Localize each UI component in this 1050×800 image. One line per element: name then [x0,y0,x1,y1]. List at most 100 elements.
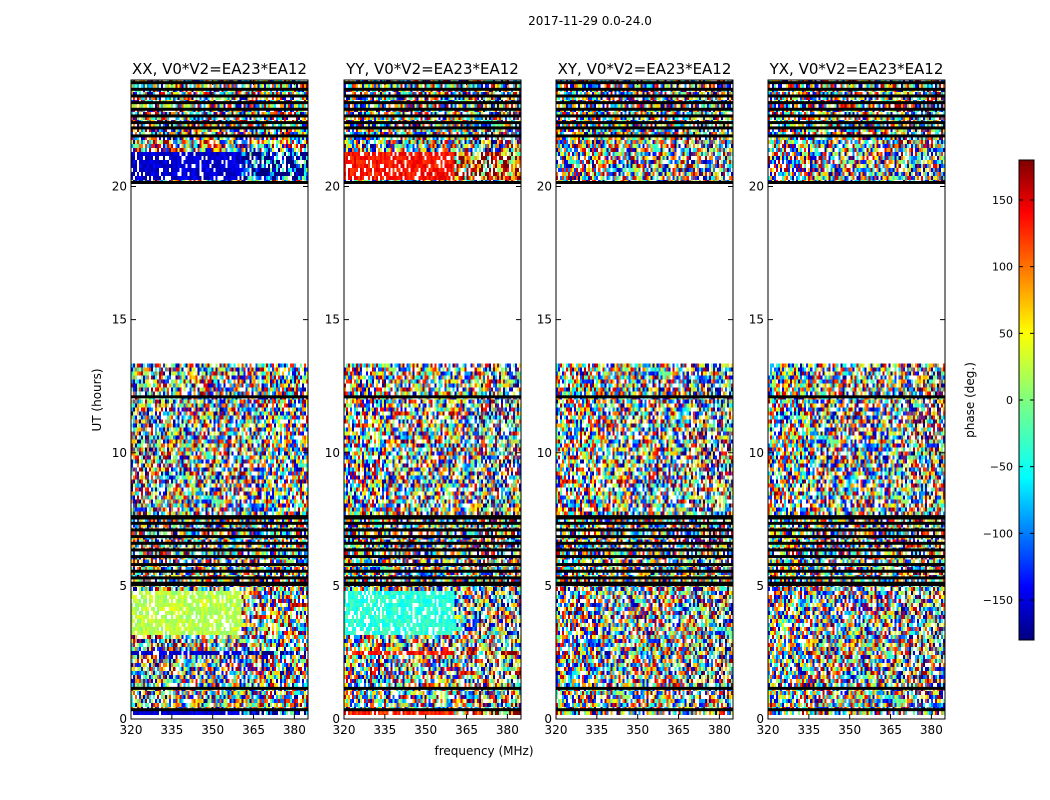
y-tick-label: 0 [544,712,552,726]
flagged-row [344,114,521,118]
flagged-row [131,134,308,138]
flagged-row [131,548,308,552]
flagged-row [131,581,308,585]
flagged-row [556,126,733,130]
flagged-row [131,87,308,91]
y-tick-label: 10 [325,446,340,460]
flagged-row [344,569,521,573]
x-tick-label: 350 [201,723,224,737]
axis-labels: UT (hours) frequency (MHz) [90,368,534,758]
colorbar: 150 100 50 0 −50 −100 −150 phase (deg.) [963,159,1035,641]
panel-title: XY, V0*V2=EA23*EA12 [558,60,732,78]
heatmap-panel: YX, V0*V2=EA23*EA12 320 335 350 365 380 0 5 10 15… [749,60,946,737]
colorbar-tick-label: 50 [999,327,1013,340]
x-tick-label: 320 [545,723,568,737]
flagged-row [556,181,733,185]
flagged-row [131,528,308,532]
x-tick-label: 320 [333,723,356,737]
flagged-row [556,541,733,545]
flagged-row [131,81,308,85]
flagged-row [344,581,521,585]
flagged-row [344,555,521,559]
figure-suptitle: 2017-11-29 0.0-24.0 [528,14,652,28]
heatmap-panel: XY, V0*V2=EA23*EA12 320 335 350 365 380 0 5 10 15… [537,60,734,737]
y-tick-label: 10 [749,446,764,460]
flagged-row [768,87,945,91]
flagged-row [556,555,733,559]
flagged-row [344,576,521,580]
flagged-row [131,576,308,580]
flagged-row [768,134,945,138]
y-tick-label: 5 [756,579,764,593]
flagged-row [768,81,945,85]
flagged-row [556,87,733,91]
flagged-row [768,576,945,580]
heatmap-image [768,80,945,719]
panel-frame [130,79,309,720]
flagged-row [768,708,945,712]
panel-frame [555,79,734,720]
flagged-row [768,541,945,545]
flagged-row [131,535,308,539]
flagged-row [131,563,308,567]
panel-frame [343,79,522,720]
y-tick-label: 0 [332,712,340,726]
flagged-row [344,395,521,399]
x-tick-label: 350 [626,723,649,737]
flagged-row [344,563,521,567]
colorbar-tick-label: −100 [983,527,1013,540]
x-tick-label: 320 [757,723,780,737]
flagged-row [768,548,945,552]
flagged-row [344,126,521,130]
flagged-row [344,94,521,98]
x-tick-label: 365 [455,723,478,737]
flagged-row [768,569,945,573]
flagged-row [556,548,733,552]
flagged-row [768,563,945,567]
flagged-row [556,581,733,585]
y-tick-label: 20 [325,180,340,194]
flagged-row [131,521,308,525]
colorbar-ticks: 150 100 50 0 −50 −100 −150 [983,194,1034,607]
flagged-row [556,535,733,539]
flagged-row [131,114,308,118]
y-axis-label: UT (hours) [90,368,104,431]
y-tick-label: 0 [756,712,764,726]
flagged-row [556,569,733,573]
x-tick-label: 320 [120,723,143,737]
flagged-row [556,563,733,567]
flagged-row [768,114,945,118]
flagged-row [131,555,308,559]
flagged-row [344,535,521,539]
flagged-row [768,395,945,399]
flagged-row [768,535,945,539]
flagged-row [556,686,733,690]
colorbar-tick-label: −50 [990,461,1013,474]
flagged-row [131,541,308,545]
x-tick-label: 335 [585,723,608,737]
flagged-row [131,126,308,130]
x-tick-label: 335 [797,723,820,737]
flagged-row [768,94,945,98]
y-tick-label: 10 [537,446,552,460]
y-tick-label: 5 [119,579,127,593]
x-tick-label: 380 [496,723,519,737]
flagged-row [556,528,733,532]
x-tick-label: 365 [667,723,690,737]
flagged-row [768,121,945,125]
flagged-row [556,395,733,399]
y-tick-label: 15 [749,313,764,327]
flagged-row [344,521,521,525]
heatmap-panel: YY, V0*V2=EA23*EA12 320 335 350 365 380 0 5 10 15… [325,60,522,737]
x-tick-label: 335 [160,723,183,737]
flagged-row [556,515,733,519]
flagged-row [344,548,521,552]
x-tick-label: 350 [414,723,437,737]
y-tick-label: 0 [119,712,127,726]
heatmap-panels: XX, V0*V2=EA23*EA12 320 335 350 365 380 0 5 10 15… [112,60,946,737]
x-tick-label: 365 [879,723,902,737]
heatmap-image [556,80,733,719]
flagged-row [556,708,733,712]
x-tick-label: 380 [708,723,731,737]
